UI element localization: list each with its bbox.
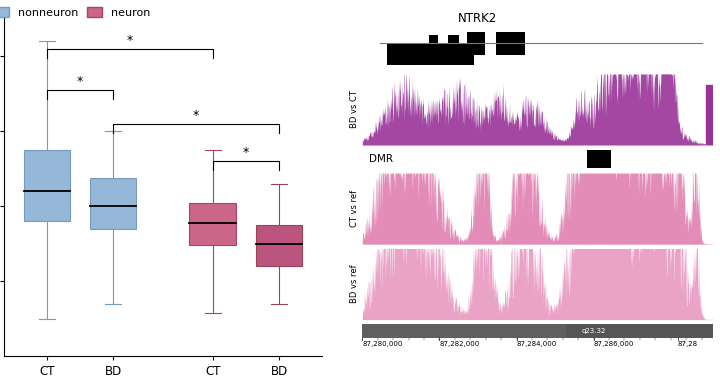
Text: NTRK2: NTRK2: [459, 12, 498, 25]
Text: 87,286,000: 87,286,000: [594, 341, 634, 347]
Text: q23.32: q23.32: [582, 328, 606, 334]
Text: CT vs ref: CT vs ref: [350, 190, 359, 227]
Bar: [256, 225, 302, 266]
Text: 87,280,000: 87,280,000: [362, 341, 402, 347]
Text: *: *: [243, 146, 249, 159]
Bar: [706, 85, 713, 145]
Bar: [449, 34, 459, 52]
Text: DMR: DMR: [369, 154, 393, 164]
Bar: [362, 324, 713, 338]
Bar: [189, 202, 236, 245]
Bar: [495, 32, 526, 55]
Text: 87,282,000: 87,282,000: [439, 341, 480, 347]
Text: 87,284,000: 87,284,000: [516, 341, 557, 347]
Bar: [24, 150, 70, 221]
Bar: [587, 150, 611, 168]
Bar: [90, 178, 136, 229]
Text: *: *: [127, 34, 132, 47]
Bar: [362, 324, 566, 338]
Bar: [387, 43, 474, 66]
Legend: nonneuron, neuron: nonneuron, neuron: [0, 6, 150, 18]
Text: *: *: [77, 75, 83, 88]
Text: *: *: [193, 109, 199, 122]
Text: BD vs ref: BD vs ref: [350, 265, 359, 303]
Text: 87,28: 87,28: [678, 341, 698, 347]
Bar: [467, 32, 485, 55]
Text: BD vs CT: BD vs CT: [350, 91, 359, 128]
Bar: [429, 34, 438, 52]
